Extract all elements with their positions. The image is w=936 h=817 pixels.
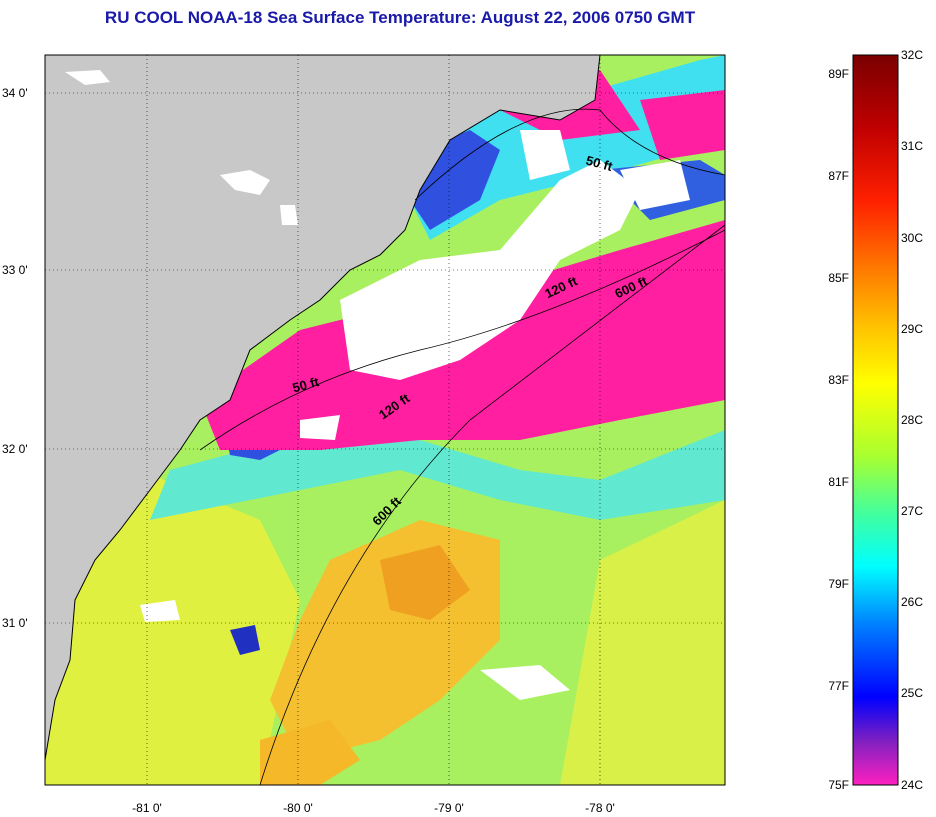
contour-label: 50 ft [291, 374, 321, 396]
colorbar-f-label: 77F [828, 679, 849, 693]
lon-label: -78 0' [585, 801, 615, 815]
colorbar-c-label: 31C [901, 139, 923, 153]
lon-label: -81 0' [132, 801, 162, 815]
lat-label: 31 0' [2, 616, 28, 630]
colorbar-c-label: 29C [901, 322, 923, 336]
colorbar-f-label: 87F [828, 169, 849, 183]
map-frame [44, 54, 726, 786]
colorbar-c-label: 30C [901, 231, 923, 245]
colorbar-c-label: 26C [901, 595, 923, 609]
colorbar-f-label: 81F [828, 475, 849, 489]
colorbar [852, 54, 899, 786]
contour-label: 50 ft [584, 153, 614, 175]
lat-label: 34 0' [2, 86, 28, 100]
colorbar-c-label: 32C [901, 48, 923, 62]
colorbar-c-label: 25C [901, 686, 923, 700]
sst-field [45, 55, 725, 785]
colorbar-c-label: 27C [901, 504, 923, 518]
lat-label: 32 0' [2, 442, 28, 456]
colorbar-f-label: 85F [828, 271, 849, 285]
colorbar-c-label: 24C [901, 778, 923, 792]
lat-label: 33 0' [2, 263, 28, 277]
lon-label: -80 0' [283, 801, 313, 815]
colorbar-f-label: 89F [828, 67, 849, 81]
chart-title: RU COOL NOAA-18 Sea Surface Temperature:… [104, 8, 696, 27]
colorbar-f-label: 75F [828, 778, 849, 792]
colorbar-c-label: 28C [901, 413, 923, 427]
lon-label: -79 0' [434, 801, 464, 815]
colorbar-f-label: 79F [828, 577, 849, 591]
colorbar-f-label: 83F [828, 373, 849, 387]
